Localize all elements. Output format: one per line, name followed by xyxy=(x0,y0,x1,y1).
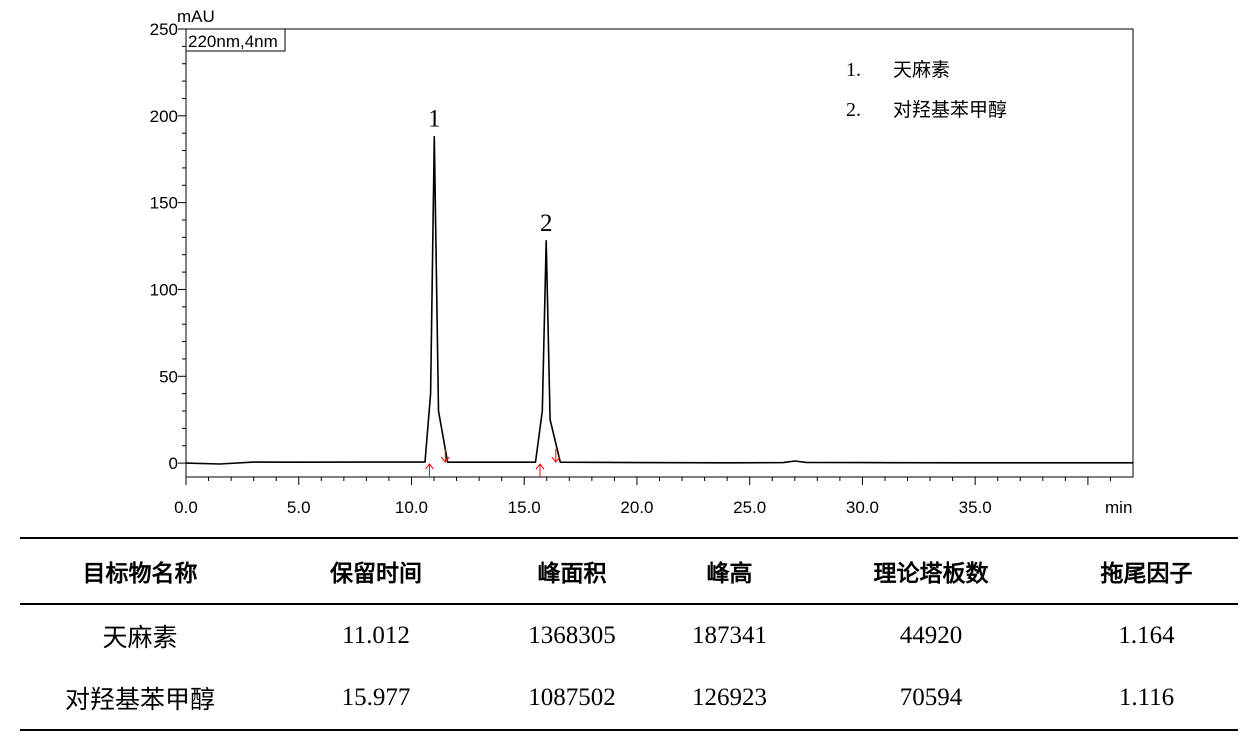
chromatogram-trace xyxy=(185,135,1133,465)
y-tick-label: 150 xyxy=(150,194,178,213)
peak-layer: 12 xyxy=(425,106,561,478)
cell-theoretical-plates: 44920 xyxy=(899,622,963,649)
x-tick-label: 30.0 xyxy=(846,498,879,517)
table-row: 天麻素 11.012 1368305 187341 44920 1.164 xyxy=(20,604,1238,667)
y-tick-label: 250 xyxy=(150,20,178,39)
legend: 1. 天麻素 2. 对羟基苯甲醇 xyxy=(846,59,1007,121)
cell-theoretical-plates: 70594 xyxy=(807,667,1055,731)
chromatogram-chart: 0 50 100 150 200 250 0.0 5.0 10.0 15.0 20.0 25.0 30… xyxy=(150,7,1134,517)
header-theoretical-plates: 理论塔板数 xyxy=(807,537,1055,605)
cell-peak-area: 1368305 xyxy=(528,622,616,649)
legend-num-2: 2. xyxy=(846,99,861,121)
cell-target-name: 天麻素 xyxy=(102,625,178,652)
legend-name-1: 天麻素 xyxy=(893,59,950,81)
x-tick-label: 5.0 xyxy=(287,498,311,517)
y-tick-label: 100 xyxy=(150,280,178,299)
peak-start-marker xyxy=(425,463,434,478)
legend-num-1: 1. xyxy=(846,59,861,81)
x-tick-label: 20.0 xyxy=(620,498,653,517)
x-tick-label: 0.0 xyxy=(174,498,198,517)
table-header-row: 目标物名称 保留时间 峰面积 峰高 理论塔板数 拖尾因子 xyxy=(20,537,1238,605)
cell-peak-height: 187341 xyxy=(692,622,767,649)
series-layer xyxy=(185,135,1133,465)
table-row: 对羟基苯甲醇 15.977 1087502 126923 70594 1.116 xyxy=(20,667,1238,731)
header-peak-height: 峰高 xyxy=(652,537,807,605)
legend-name-2: 对羟基苯甲醇 xyxy=(893,99,1007,121)
cell-retention-time: 11.012 xyxy=(342,622,410,649)
header-target-name: 目标物名称 xyxy=(20,537,260,605)
y-tick-label: 0 xyxy=(169,454,178,473)
cell-peak-area: 1087502 xyxy=(492,667,652,731)
cell-tailing-factor: 1.164 xyxy=(1118,622,1175,649)
x-tick-label: 25.0 xyxy=(733,498,766,517)
peak-label: 2 xyxy=(540,210,553,237)
header-retention-time: 保留时间 xyxy=(260,537,492,605)
y-axis-label: mAU xyxy=(177,7,215,26)
cell-peak-height: 126923 xyxy=(652,667,807,731)
x-tick-label: 35.0 xyxy=(959,498,992,517)
channel-label: 220nm,4nm xyxy=(188,32,278,51)
y-tick-label: 50 xyxy=(159,367,178,386)
header-tailing-factor: 拖尾因子 xyxy=(1055,537,1238,605)
peak-end-marker xyxy=(440,449,450,463)
peak-start-marker xyxy=(535,463,545,478)
plot-frame xyxy=(185,28,1134,478)
plot-border xyxy=(185,28,1134,478)
x-axis-label: min xyxy=(1105,498,1132,517)
cell-target-name: 对羟基苯甲醇 xyxy=(20,667,260,731)
x-axis: 0.0 5.0 10.0 15.0 20.0 25.0 30.0 35.0 xyxy=(174,477,1111,517)
y-tick-label: 200 xyxy=(150,107,178,126)
results-table: 目标物名称 保留时间 峰面积 峰高 理论塔板数 拖尾因子 天麻素 11.012 … xyxy=(20,537,1238,731)
cell-retention-time: 15.977 xyxy=(260,667,492,731)
channel-label-box: 220nm,4nm xyxy=(185,28,286,52)
peak-end-marker xyxy=(551,449,561,463)
header-peak-area: 峰面积 xyxy=(492,537,652,605)
y-axis: 0 50 100 150 200 250 xyxy=(150,20,186,473)
x-tick-label: 10.0 xyxy=(395,498,428,517)
peak-label: 1 xyxy=(428,106,441,133)
cell-tailing-factor: 1.116 xyxy=(1055,667,1238,731)
x-tick-label: 15.0 xyxy=(508,498,541,517)
